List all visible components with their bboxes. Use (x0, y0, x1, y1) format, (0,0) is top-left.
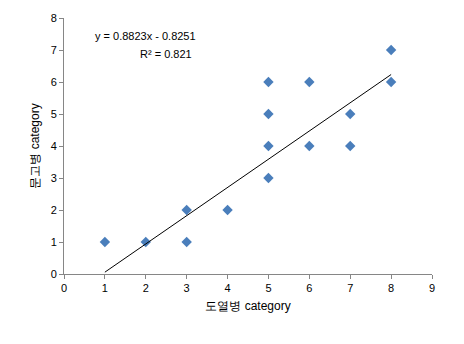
svg-text:1: 1 (102, 282, 108, 294)
svg-text:R² = 0.821: R² = 0.821 (140, 48, 192, 60)
svg-text:3: 3 (184, 282, 190, 294)
svg-text:문고병 category: 문고병 category (28, 103, 42, 188)
svg-text:2: 2 (51, 204, 57, 216)
svg-text:2: 2 (143, 282, 149, 294)
svg-text:8: 8 (51, 12, 57, 24)
svg-text:6: 6 (306, 282, 312, 294)
svg-text:도열병 category: 도열병 category (205, 299, 290, 313)
svg-text:7: 7 (347, 282, 353, 294)
svg-text:6: 6 (51, 76, 57, 88)
svg-text:3: 3 (51, 172, 57, 184)
svg-text:4: 4 (224, 282, 230, 294)
svg-text:y = 0.8823x - 0.8251: y = 0.8823x - 0.8251 (95, 30, 196, 42)
svg-text:8: 8 (388, 282, 394, 294)
svg-text:5: 5 (51, 108, 57, 120)
svg-text:4: 4 (51, 140, 57, 152)
svg-text:5: 5 (265, 282, 271, 294)
svg-text:9: 9 (429, 282, 435, 294)
svg-text:1: 1 (51, 236, 57, 248)
svg-text:0: 0 (61, 282, 67, 294)
svg-text:0: 0 (51, 268, 57, 280)
svg-text:7: 7 (51, 44, 57, 56)
